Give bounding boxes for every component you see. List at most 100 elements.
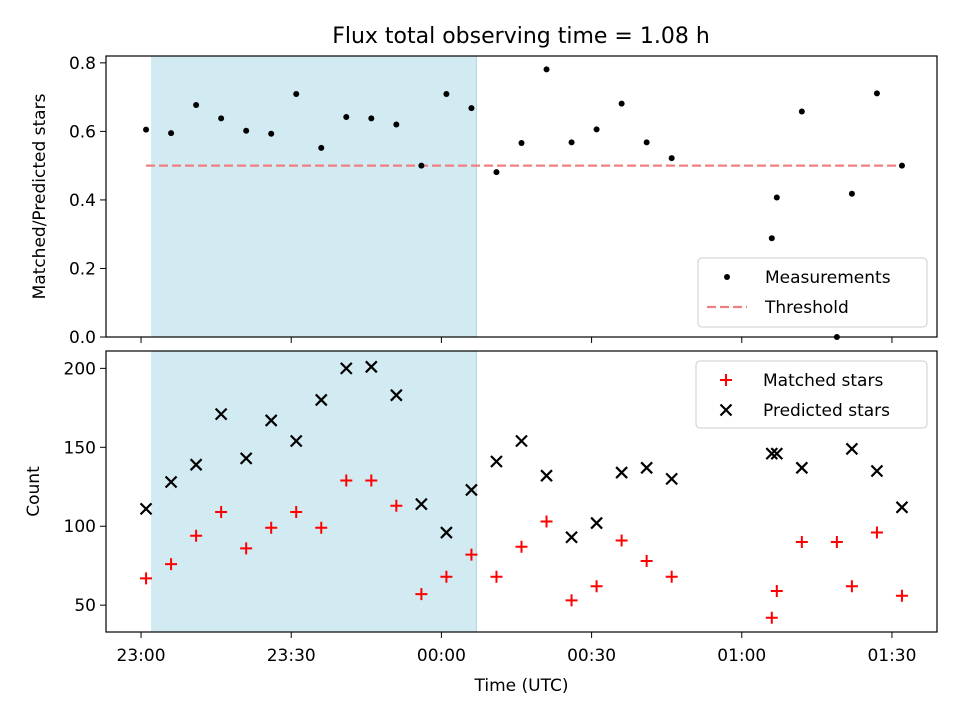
predicted-star-marker [164,475,178,489]
measurement-point [218,115,225,122]
matched-star-marker [365,474,378,487]
measurement-point [418,162,425,169]
matched-star-marker [465,548,478,561]
matched-star-marker [340,474,353,487]
measurement-point [618,100,625,107]
matched-star-marker [615,534,628,547]
matched-star-marker [215,506,228,519]
predicted-star-marker [770,447,784,460]
predicted-star-marker [540,469,553,482]
measurement-point [668,155,675,162]
matched-star-marker [640,554,653,567]
legend-measurement-marker [724,274,730,280]
predicted-star-marker [365,360,378,374]
matched-star-marker [590,580,603,593]
measurement-point [368,115,375,122]
matched-star-marker [895,589,908,602]
matched-star-marker [490,570,503,583]
matched-star-marker [515,540,528,553]
top-axes-frame [105,55,938,338]
matched-star-marker [665,570,678,583]
legend-predicted-label: Predicted stars [763,401,890,421]
matched-star-marker [390,499,403,512]
matched-star-marker [795,536,808,549]
matched-star-marker [845,580,858,593]
measurement-point [518,140,525,147]
predicted-star-marker [640,461,653,475]
matched-star-marker [770,584,783,597]
predicted-star-marker [895,501,909,514]
predicted-star-marker [390,388,403,402]
measurement-point [168,130,175,137]
matched-star-marker [190,529,203,542]
predicted-star-marker [565,531,578,544]
matched-star-marker [870,526,883,539]
predicted-star-marker [515,434,528,448]
y-axis-label: Matched/Predicted stars [30,93,50,299]
legend-measurements-label: Measurements [765,268,891,288]
measurement-point [898,162,905,169]
top-legend-box [697,257,928,328]
measurement-point [468,105,475,112]
measurement-point [773,194,780,201]
measurement-point [243,127,250,134]
matched-star-marker [540,515,553,528]
predicted-star-marker [665,472,678,486]
legend-matched-label: Matched stars [763,371,883,391]
matched-star-marker [830,536,843,549]
predicted-star-marker [465,483,478,497]
matched-star-marker [440,570,453,583]
x-axis-label: Time (UTC) [474,676,569,696]
matched-star-marker [240,542,253,555]
shaded-region [151,56,477,337]
predicted-star-marker [289,434,303,448]
y-tick-label: 0.6 [69,122,96,142]
matched-star-marker [165,558,178,571]
legend-predicted-marker [719,403,733,417]
predicted-star-marker [795,461,809,475]
legend-threshold-label: Threshold [764,298,849,318]
measurement-point [293,91,300,98]
x-tick-label: 00:30 [567,646,616,666]
predicted-star-marker [214,407,228,421]
y-tick-label: 150 [64,438,96,458]
predicted-star-marker [314,393,328,407]
matched-star-marker [565,594,578,607]
predicted-star-marker [415,497,428,511]
y-tick-label: 200 [64,359,96,379]
y-tick-label: 0.0 [69,328,96,348]
bottom-legend: Matched stars Predicted stars [695,360,928,429]
measurement-point [543,66,550,73]
predicted-star-marker [340,362,353,375]
predicted-star-marker [615,466,628,479]
predicted-star-marker [139,502,153,516]
predicted-star-marker [189,458,203,471]
y-tick-label: 100 [64,517,96,537]
chart-title: Flux total observing time = 1.08 h [332,24,710,49]
measurement-point [568,139,575,146]
predicted-star-marker [845,442,859,456]
bottom-legend-box [695,360,928,429]
measurement-point [643,139,650,146]
measurement-point [443,91,450,98]
measurement-point [493,169,500,176]
top-panel: 0.0 0.2 0.4 0.6 0.8 Matched/Predicted stars Me… [30,54,938,348]
measurement-point [318,144,325,151]
shaded-region [151,351,477,632]
measurement-point [268,130,275,137]
x-tick-label: 23:30 [267,646,316,666]
measurement-point [343,113,350,120]
predicted-star-marker [440,526,453,539]
measurement-point [593,126,600,133]
y-tick-label: 0.4 [69,191,96,211]
x-tick-label: 23:00 [117,646,166,666]
predicted-star-marker [870,464,884,478]
matched-star-marker [415,588,428,601]
y-tick-label: 50 [74,596,96,616]
matched-star-marker [765,611,778,624]
y-tick-label: 0.8 [69,54,96,74]
predicted-star-marker [239,452,253,465]
bottom-axes-frame [105,350,938,633]
